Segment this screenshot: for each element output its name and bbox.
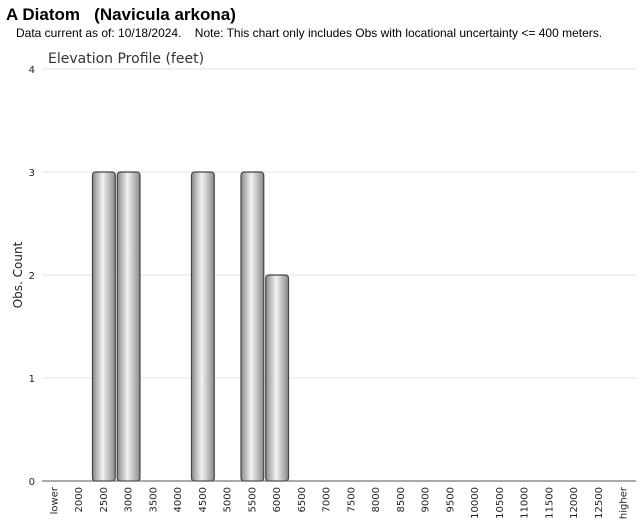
x-tick-label: 3000 [124,487,135,512]
bar-2500 [91,171,116,482]
bars [91,171,290,482]
x-tick-label: 5500 [247,487,258,512]
x-tick-label: 2500 [99,487,110,512]
x-tick-label: 5000 [223,487,234,512]
x-tick-label: 4000 [173,487,184,512]
x-tick-label: 9500 [445,487,456,512]
data-note: Data current as of: 10/18/2024. Note: Th… [16,26,603,40]
y-tick-label: 3 [29,168,35,179]
species-title: A Diatom (Navicula arkona) [6,5,236,24]
x-tick-label: 7500 [346,487,357,512]
y-tick-labels: 0 1 2 3 4 [29,65,35,488]
x-tick-label: 11500 [544,487,555,519]
x-tick-label: 2000 [74,487,85,512]
x-tick-label: 4500 [198,487,209,512]
x-tick-label: 3500 [148,487,159,512]
x-tick-label: 8500 [396,487,407,512]
grid-lines [42,68,636,379]
x-tick-labels: lower 2000 2500 3000 3500 4000 4500 5000 5500 600… [49,486,629,519]
x-tick-label: 6500 [297,487,308,512]
x-tick-label: 10500 [495,487,506,519]
y-tick-label: 0 [29,477,35,488]
bar-3000 [116,171,141,482]
bar-6000 [265,274,290,482]
y-tick-label: 2 [29,271,35,282]
x-tick-label: 8000 [371,487,382,512]
x-tick-label: 11000 [520,487,531,519]
y-tick-label: 1 [29,374,35,385]
x-tick-label: 7000 [322,487,333,512]
y-axis-label: Obs. Count [11,241,25,308]
x-tick-label: 12500 [594,487,605,519]
x-tick-label: 6000 [272,487,283,512]
bar-4500 [190,171,215,482]
bar-5500 [240,171,265,482]
x-tick-label: 9000 [421,487,432,512]
x-tick-label: higher [619,486,630,519]
x-tick-label: 10000 [470,487,481,519]
y-tick-label: 4 [29,65,35,76]
x-tick-label: lower [49,486,60,514]
chart-title: Elevation Profile (feet) [48,51,204,67]
x-tick-label: 12000 [569,487,580,519]
